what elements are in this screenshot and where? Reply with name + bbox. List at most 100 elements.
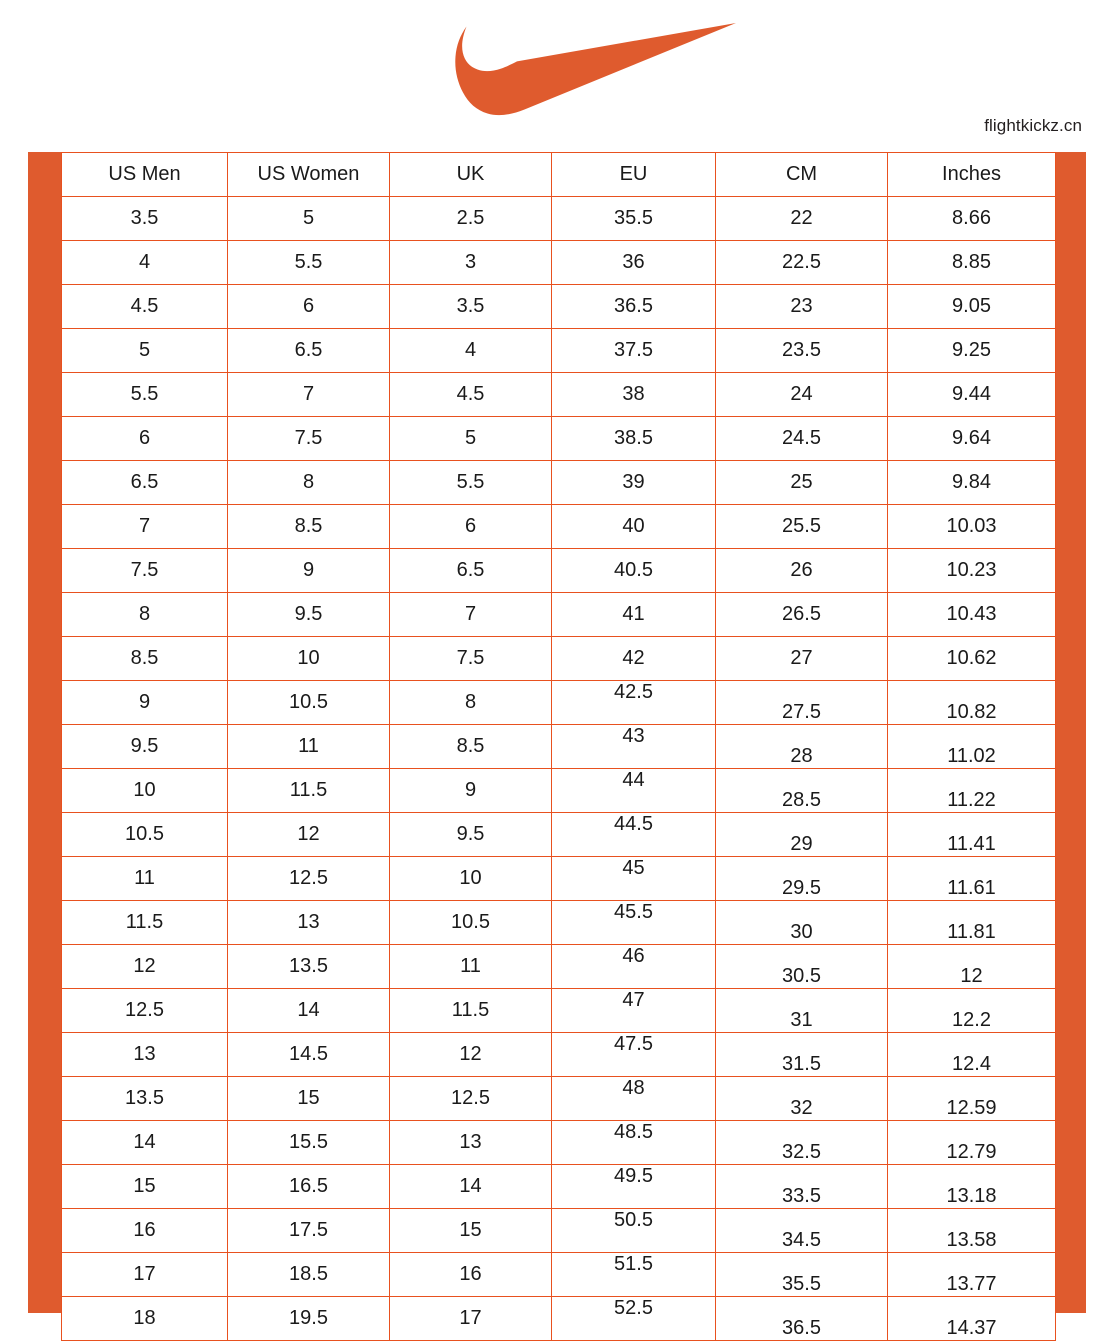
cell-inches: 10.43 [887, 592, 1056, 637]
cell-cm: 36.5 [715, 1296, 888, 1341]
cell-uk: 10.5 [389, 900, 552, 945]
logo-area: flightkickz.cn [0, 0, 1100, 152]
table-row: 10.5 12 9.5 44.5 29 11.41 [61, 812, 1056, 857]
cell-uk: 9.5 [389, 812, 552, 857]
cell-us-men: 15 [61, 1164, 228, 1209]
table-row: 18 19.5 17 52.5 36.5 14.37 [61, 1296, 1056, 1341]
cell-uk: 5 [389, 416, 552, 461]
cell-uk: 8 [389, 680, 552, 725]
cell-inches: 12 [887, 944, 1056, 989]
cell-us-men: 11.5 [61, 900, 228, 945]
cell-uk: 11 [389, 944, 552, 989]
cell-us-men: 13 [61, 1032, 228, 1077]
cell-inches: 8.66 [887, 196, 1056, 241]
cell-cm: 25 [715, 460, 888, 505]
cell-eu: 50.5 [551, 1208, 716, 1253]
cell-us-women: 19.5 [227, 1296, 390, 1341]
cell-cm: 30 [715, 900, 888, 945]
cell-us-women: 8.5 [227, 504, 390, 549]
cell-us-men: 9 [61, 680, 228, 725]
cell-inches: 13.18 [887, 1164, 1056, 1209]
cell-uk: 12 [389, 1032, 552, 1077]
cell-cm: 26.5 [715, 592, 888, 637]
table-row: 10 11.5 9 44 28.5 11.22 [61, 768, 1056, 813]
table-row: 5.5 7 4.5 38 24 9.44 [61, 372, 1056, 417]
cell-eu: 38 [551, 372, 716, 417]
size-table-container: US Men US Women UK EU CM Inches 3.5 5 2.5 35.5 22… [61, 152, 1056, 1341]
cell-uk: 10 [389, 856, 552, 901]
table-row: 13 14.5 12 47.5 31.5 12.4 [61, 1032, 1056, 1077]
cell-us-women: 6 [227, 284, 390, 329]
watermark-text: flightkickz.cn [984, 116, 1082, 135]
cell-us-men: 11 [61, 856, 228, 901]
cell-uk: 7.5 [389, 636, 552, 681]
cell-us-women: 10 [227, 636, 390, 681]
cell-inches: 9.64 [887, 416, 1056, 461]
cell-inches: 11.41 [887, 812, 1056, 857]
size-conversion-table: US Men US Women UK EU CM Inches 3.5 5 2.5 35.5 22… [61, 152, 1056, 1341]
cell-uk: 4.5 [389, 372, 552, 417]
cell-eu: 40 [551, 504, 716, 549]
cell-eu: 35.5 [551, 196, 716, 241]
table-row: 3.5 5 2.5 35.5 22 8.66 [61, 196, 1056, 241]
cell-eu: 47.5 [551, 1032, 716, 1077]
table-row: 5 6.5 4 37.5 23.5 9.25 [61, 328, 1056, 373]
cell-inches: 11.61 [887, 856, 1056, 901]
cell-us-men: 12 [61, 944, 228, 989]
cell-us-women: 17.5 [227, 1208, 390, 1253]
cell-us-men: 7 [61, 504, 228, 549]
cell-us-women: 8 [227, 460, 390, 505]
cell-inches: 9.84 [887, 460, 1056, 505]
cell-cm: 34.5 [715, 1208, 888, 1253]
cell-cm: 22 [715, 196, 888, 241]
cell-cm: 24 [715, 372, 888, 417]
cell-inches: 12.2 [887, 988, 1056, 1033]
table-body: 3.5 5 2.5 35.5 22 8.66 4 5.5 3 36 22.5 8.85 4.5 6 3.5 3… [61, 196, 1056, 1341]
cell-eu: 40.5 [551, 548, 716, 593]
cell-uk: 8.5 [389, 724, 552, 769]
cell-eu: 51.5 [551, 1252, 716, 1297]
cell-us-women: 18.5 [227, 1252, 390, 1297]
table-row: 16 17.5 15 50.5 34.5 13.58 [61, 1208, 1056, 1253]
cell-us-men: 13.5 [61, 1076, 228, 1121]
cell-eu: 44.5 [551, 812, 716, 857]
column-header-us-women: US Women [227, 152, 390, 197]
table-header-row: US Men US Women UK EU CM Inches [61, 152, 1056, 197]
cell-eu: 37.5 [551, 328, 716, 373]
cell-cm: 30.5 [715, 944, 888, 989]
cell-eu: 52.5 [551, 1296, 716, 1341]
cell-cm: 33.5 [715, 1164, 888, 1209]
cell-inches: 8.85 [887, 240, 1056, 285]
cell-inches: 9.25 [887, 328, 1056, 373]
cell-eu: 41 [551, 592, 716, 637]
nike-swoosh-icon [447, 22, 737, 116]
cell-inches: 10.23 [887, 548, 1056, 593]
cell-us-women: 5 [227, 196, 390, 241]
cell-us-women: 15 [227, 1076, 390, 1121]
cell-uk: 12.5 [389, 1076, 552, 1121]
cell-eu: 48 [551, 1076, 716, 1121]
cell-inches: 11.22 [887, 768, 1056, 813]
cell-inches: 12.59 [887, 1076, 1056, 1121]
cell-us-women: 10.5 [227, 680, 390, 725]
column-header-us-men: US Men [61, 152, 228, 197]
cell-us-men: 14 [61, 1120, 228, 1165]
table-row: 9 10.5 8 42.5 27.5 10.82 [61, 680, 1056, 725]
cell-uk: 17 [389, 1296, 552, 1341]
cell-inches: 12.79 [887, 1120, 1056, 1165]
cell-us-men: 8 [61, 592, 228, 637]
cell-us-women: 16.5 [227, 1164, 390, 1209]
cell-us-men: 18 [61, 1296, 228, 1341]
table-row: 6.5 8 5.5 39 25 9.84 [61, 460, 1056, 505]
cell-us-men: 12.5 [61, 988, 228, 1033]
cell-uk: 15 [389, 1208, 552, 1253]
cell-uk: 5.5 [389, 460, 552, 505]
cell-eu: 42.5 [551, 680, 716, 725]
cell-eu: 38.5 [551, 416, 716, 461]
cell-cm: 27 [715, 636, 888, 681]
cell-uk: 6 [389, 504, 552, 549]
table-row: 11.5 13 10.5 45.5 30 11.81 [61, 900, 1056, 945]
cell-us-women: 5.5 [227, 240, 390, 285]
cell-cm: 22.5 [715, 240, 888, 285]
cell-inches: 13.77 [887, 1252, 1056, 1297]
